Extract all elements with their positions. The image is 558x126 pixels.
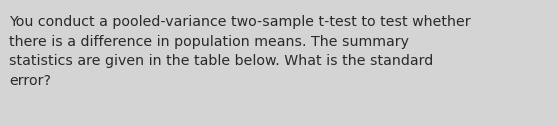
Text: You conduct a pooled-variance two-sample t-test to test whether
there is a diffe: You conduct a pooled-variance two-sample… [9, 15, 471, 88]
